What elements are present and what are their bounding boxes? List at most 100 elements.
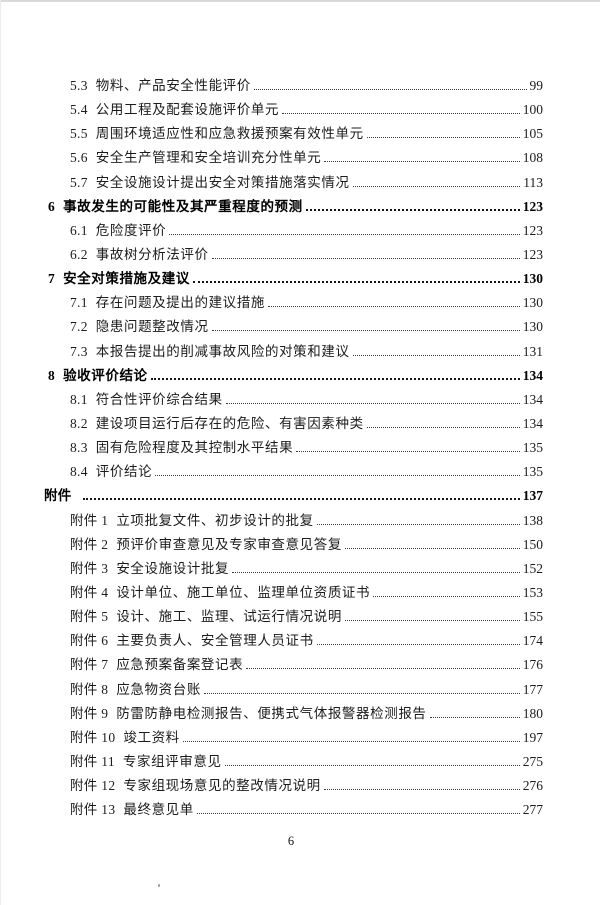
toc-entry: 附件 11 专家组评审意见 275 bbox=[0, 750, 600, 774]
dot-leader bbox=[203, 683, 520, 694]
dot-leader bbox=[169, 224, 520, 235]
toc-entry-title: 主要负责人、安全管理人员证书 bbox=[116, 633, 314, 649]
toc-entry-title: 立项批复文件、初步设计的批复 bbox=[116, 512, 314, 528]
toc-entry-page-number: 174 bbox=[522, 633, 543, 649]
toc-entry-label: 附件 13 bbox=[70, 802, 116, 818]
toc-entry-title: 应急物资台账 bbox=[116, 681, 201, 697]
toc-entry-page-number: 180 bbox=[522, 705, 543, 721]
toc-entry-page-number: 99 bbox=[529, 78, 544, 93]
toc-entry: 附件 13 最终意见单 277 bbox=[0, 798, 600, 822]
toc-entry: 8.1 符合性评价综合结果 134 bbox=[0, 388, 600, 412]
toc-entry-title: 设计、施工、监理、试运行情况说明 bbox=[116, 609, 342, 625]
dot-leader bbox=[296, 441, 520, 453]
toc-entry: 8.3 固有危险程度及其控制水平结果 135 bbox=[0, 436, 600, 460]
dot-leader bbox=[344, 538, 520, 549]
toc-entry-label: 6.2 bbox=[70, 246, 88, 262]
toc-entry-title: 存在问题及提出的建议措施 bbox=[95, 295, 265, 311]
dot-leader bbox=[429, 707, 520, 718]
toc-entry: 7 安全对策措施及建议 130 bbox=[0, 267, 600, 291]
toc-entry-title: 符合性评价综合结果 bbox=[95, 391, 223, 407]
dot-leader bbox=[211, 248, 520, 259]
dot-leader bbox=[211, 321, 520, 332]
toc-entry-title: 安全设施设计提出安全对策措施落实情况 bbox=[95, 174, 350, 190]
dot-leader bbox=[316, 635, 520, 646]
toc-entry: 附件 8 应急物资台账 177 bbox=[0, 678, 600, 702]
toc-entry-page-number: 123 bbox=[522, 246, 543, 262]
toc-entry-page-number: 135 bbox=[522, 440, 543, 456]
dot-leader bbox=[253, 79, 527, 90]
toc-entry: 5.4 公用工程及配套设施评价单元 100 bbox=[0, 98, 600, 122]
dot-leader bbox=[352, 345, 520, 356]
toc-entry-page-number: 130 bbox=[522, 319, 543, 335]
toc-entry-label: 6.1 bbox=[70, 222, 88, 238]
toc-entry-title: 最终意见单 bbox=[123, 802, 194, 818]
toc-entry-title: 安全对策措施及建议 bbox=[63, 271, 190, 287]
toc-entry-label: 附件 11 bbox=[70, 753, 115, 769]
dot-leader bbox=[150, 368, 520, 380]
toc-entry: 附件 10 竣工资料 197 bbox=[0, 726, 600, 750]
toc-entry: 附件 1 立项批复文件、初步设计的批复 138 bbox=[0, 509, 600, 533]
dot-leader bbox=[196, 804, 520, 815]
toc-entry-page-number: 277 bbox=[522, 802, 543, 818]
scan-speck bbox=[158, 884, 160, 887]
toc-entry-title: 应急预案备案登记表 bbox=[116, 657, 244, 673]
toc-entry-label: 7 bbox=[48, 271, 56, 287]
dot-leader bbox=[192, 271, 520, 284]
toc-entry: 5.7 安全设施设计提出安全对策措施落实情况 113 bbox=[0, 171, 600, 195]
toc-entry-page-number: 177 bbox=[522, 681, 543, 697]
toc-entry: 6.2 事故树分析法评价 123 bbox=[0, 243, 600, 267]
dot-leader bbox=[366, 417, 520, 428]
toc-entry-page-number: 155 bbox=[522, 609, 543, 625]
toc-entry-label: 附件 9 bbox=[70, 705, 109, 721]
scan-edge-left bbox=[0, 0, 1, 905]
toc-entry: 7.2 隐患问题整改情况 130 bbox=[0, 315, 600, 339]
toc-entry-title: 周围环境适应性和应急救援预案有效性单元 bbox=[95, 126, 364, 142]
toc-entry: 附件 6 主要负责人、安全管理人员证书 174 bbox=[0, 629, 600, 653]
toc-entry-title: 事故发生的可能性及其严重程度的预测 bbox=[63, 198, 303, 214]
toc-entry-label: 8.1 bbox=[70, 391, 88, 407]
toc-entry-title: 专家组评审意见 bbox=[122, 753, 222, 769]
toc-entry-title: 预评价审查意见及专家审查意见答复 bbox=[116, 536, 342, 552]
toc-entry-title: 固有危险程度及其控制水平结果 bbox=[95, 440, 294, 456]
toc-entry-page-number: 113 bbox=[523, 174, 543, 190]
dot-leader bbox=[344, 610, 520, 622]
toc-entry: 5.5 周围环境适应性和应急救援预案有效性单元 105 bbox=[0, 122, 600, 146]
dot-leader bbox=[352, 176, 521, 187]
toc-entry-label: 附件 2 bbox=[70, 536, 109, 552]
toc-entry-label: 5.4 bbox=[70, 102, 88, 118]
toc-entry-title: 事故树分析法评价 bbox=[95, 246, 209, 262]
toc-entry-label: 8.2 bbox=[70, 415, 88, 431]
dot-leader bbox=[182, 731, 520, 742]
dot-leader bbox=[366, 128, 520, 139]
toc-list: 5.3 物料、产品安全性能评价 99 5.4 公用工程及配套设施评价单元 100 5.5 周围… bbox=[0, 74, 600, 822]
toc-entry-page-number: 135 bbox=[522, 464, 543, 480]
toc-entry: 7.1 存在问题及提出的建议措施 130 bbox=[0, 291, 600, 315]
toc-entry-label: 8.4 bbox=[70, 464, 88, 480]
toc-entry: 6 事故发生的可能性及其严重程度的预测 123 bbox=[0, 195, 600, 219]
toc-entry-label: 附件 3 bbox=[70, 560, 109, 576]
toc-entry-label: 5.5 bbox=[70, 126, 88, 142]
toc-entry-label: 附件 bbox=[44, 488, 72, 504]
dot-leader bbox=[324, 152, 520, 163]
toc-entry-label: 附件 6 bbox=[70, 633, 109, 649]
toc-entry-title: 验收评价结论 bbox=[63, 367, 148, 383]
toc-entry-title: 专家组现场意见的整改情况说明 bbox=[123, 778, 321, 794]
toc-entry: 8.4 评价结论 135 bbox=[0, 460, 600, 484]
toc-entry-page-number: 100 bbox=[522, 102, 543, 118]
scan-edge-top bbox=[0, 0, 600, 2]
dot-leader bbox=[305, 199, 520, 211]
toc-entry-page-number: 138 bbox=[522, 512, 543, 528]
toc-entry-title: 安全设施设计批复 bbox=[116, 560, 230, 576]
toc-entry-page-number: 130 bbox=[522, 295, 543, 311]
toc-entry-label: 附件 5 bbox=[70, 609, 109, 625]
toc-entry-label: 附件 12 bbox=[70, 778, 116, 794]
toc-entry-page-number: 150 bbox=[522, 536, 543, 552]
page-footer: 6 bbox=[0, 833, 600, 849]
toc-entry-label: 附件 1 bbox=[70, 512, 109, 528]
dot-leader bbox=[155, 466, 520, 477]
toc-entry-title: 评价结论 bbox=[95, 464, 153, 480]
toc-entry: 附件 4 设计单位、施工单位、监理单位资质证书 153 bbox=[0, 581, 600, 605]
toc-entry-page-number: 105 bbox=[522, 126, 543, 142]
toc-entry-page-number: 134 bbox=[522, 367, 543, 383]
